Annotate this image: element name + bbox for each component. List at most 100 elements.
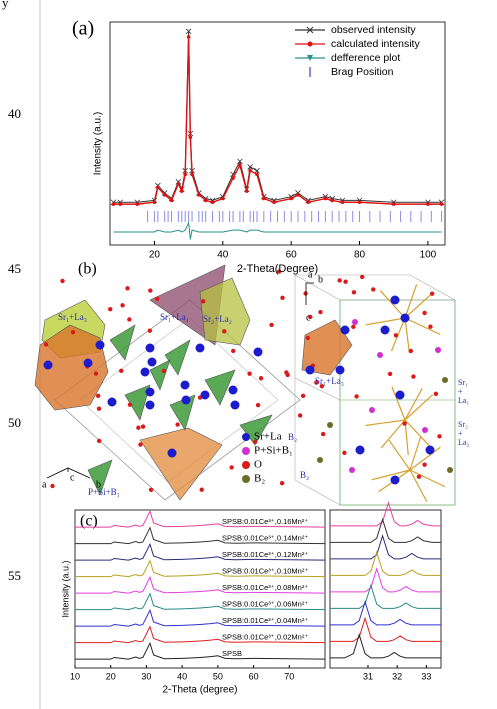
calculated-marker — [176, 181, 181, 186]
atom-o — [279, 480, 285, 486]
legend-label: Brag Position — [331, 66, 394, 78]
legend-label: defference plot — [331, 52, 400, 64]
pattern-line — [330, 517, 441, 543]
legend-label: observed intensity — [331, 24, 416, 36]
calculated-marker — [169, 198, 174, 203]
calculated-marker — [183, 172, 188, 177]
calculated-marker — [152, 200, 157, 205]
atom-o — [127, 317, 132, 322]
bond — [404, 419, 431, 448]
panel-label: (b) — [78, 261, 97, 278]
atom-p-si-b — [377, 352, 383, 358]
atom-o — [136, 425, 141, 430]
atom-o — [351, 324, 356, 330]
calculated-marker — [426, 202, 430, 206]
calculated-marker — [330, 198, 334, 203]
atom-o — [402, 421, 407, 426]
atom-sr-la — [140, 367, 150, 377]
polyhedron — [204, 369, 236, 406]
atom-sr-la — [145, 400, 155, 410]
pattern-line — [330, 567, 441, 593]
atom-o — [337, 278, 342, 283]
atom-sr-la — [340, 325, 350, 335]
atom-o — [437, 434, 442, 439]
y-axis-label: Intensity (a.u.) — [93, 112, 104, 175]
calculated-marker — [391, 202, 396, 206]
atom-p-si-b — [435, 347, 441, 353]
calculated-marker — [439, 202, 444, 206]
plot-frame — [329, 509, 442, 669]
atom-o — [318, 309, 323, 315]
bond — [380, 419, 406, 449]
structure-label: Sr₁+La₃ — [315, 376, 344, 386]
calculated-marker — [289, 196, 293, 201]
atom-sr-la — [145, 387, 155, 397]
atom-o — [269, 322, 274, 328]
atom-sr-la — [228, 385, 238, 395]
atom-sr-la — [180, 380, 190, 390]
series-line — [113, 31, 442, 203]
atom-o — [314, 380, 319, 385]
atom-sr-la — [390, 475, 400, 485]
atom-sr-la — [83, 358, 93, 368]
atom-o — [222, 329, 227, 334]
structure-label: Sr₁+La₃ — [58, 312, 87, 322]
x-tick-label: 20 — [106, 671, 116, 681]
calculated-marker — [248, 168, 252, 173]
pattern-label: SPSB:0.01Ce³⁺,0.14Mn²⁺ — [222, 533, 308, 542]
structure-label: + — [458, 429, 463, 438]
atom-sr-la — [107, 397, 117, 407]
x-tick-label: 20 — [149, 250, 161, 261]
x-tick-label: 100 — [420, 250, 437, 261]
pattern-line — [75, 559, 326, 578]
x-tick-label: 32 — [392, 671, 402, 681]
bond — [404, 292, 434, 319]
calculated-marker — [262, 196, 266, 201]
atom-o — [351, 290, 357, 295]
bond — [409, 469, 428, 503]
legend-swatch — [307, 55, 313, 61]
atom-b2 — [447, 467, 453, 473]
x-axis-label: 2-Theta(Degree) — [237, 263, 318, 275]
legend-label: P+Si+B₁ — [254, 445, 293, 457]
atom-o — [120, 303, 125, 308]
structure-label: Sr₂+La₂ — [203, 314, 232, 324]
pattern-line — [330, 600, 441, 626]
axis-letter: b — [96, 479, 101, 490]
pattern-line — [75, 625, 326, 644]
atom-p-si-b — [422, 427, 428, 433]
y-axis-label: Intensity (a.u.) — [60, 560, 70, 617]
atom-sr-la — [181, 395, 191, 405]
pattern-line — [330, 550, 441, 576]
calculated-marker — [244, 189, 249, 193]
calculated-marker — [340, 200, 345, 205]
atom-o — [125, 286, 130, 291]
cell-outline — [293, 274, 457, 301]
bond — [404, 419, 409, 455]
atom-sr-la — [395, 390, 405, 400]
atom-o — [371, 287, 376, 292]
structure-label: B₂ — [300, 470, 309, 480]
atom-o — [138, 442, 143, 447]
atom-o — [148, 288, 153, 293]
pattern-label: SPSB:0.01Ce³⁺,0.04Mn²⁺ — [222, 616, 308, 625]
atom-o — [300, 393, 306, 399]
bond — [365, 419, 406, 427]
atom-o — [93, 371, 99, 376]
atom-o — [119, 368, 124, 374]
axis-letter: c — [306, 312, 311, 323]
atom-o — [276, 269, 282, 274]
calculated-marker — [357, 200, 362, 205]
calculated-marker — [296, 193, 300, 197]
atom-o — [319, 383, 325, 389]
x-tick-label: 40 — [177, 671, 187, 681]
pattern-line — [330, 583, 441, 609]
x-tick-label: 60 — [286, 250, 298, 261]
atom-o — [161, 368, 167, 374]
x-tick-label: 10 — [70, 671, 80, 681]
atom-p-si-b — [369, 407, 375, 413]
structure-label: + — [458, 387, 463, 396]
structure-label: Sr₂ — [458, 420, 468, 429]
atom-o — [433, 391, 439, 397]
